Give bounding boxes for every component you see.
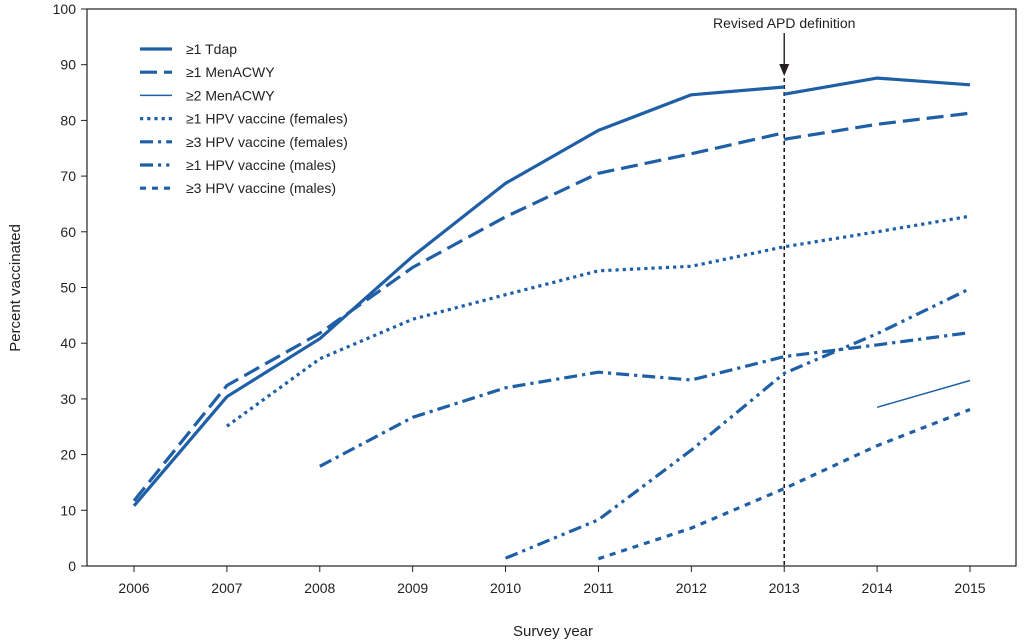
legend-item: ≥1 Tdap [140,41,237,57]
series-2 [132,111,971,502]
series-line [783,111,971,141]
series-4 [225,214,971,428]
x-axis-title: Survey year [513,623,593,640]
y-tick-label: 60 [60,224,76,240]
y-tick-label: 0 [68,558,76,574]
x-tick-label: 2013 [769,580,800,596]
legend-item: ≥3 HPV vaccine (males) [140,180,336,196]
x-tick-label: 2011 [583,580,613,596]
legend-label: ≥3 HPV vaccine (males) [186,180,336,196]
series-7 [597,408,971,561]
series-line [225,214,971,428]
legend-item: ≥2 MenACWY [140,87,275,103]
series-line [319,331,971,468]
legend-item: ≥1 HPV vaccine (males) [140,157,336,173]
x-tick-label: 2012 [676,580,707,596]
series-line [597,408,971,561]
legend-label: ≥2 MenACWY [186,87,275,103]
legend-label: ≥1 HPV vaccine (females) [186,111,348,127]
y-tick-label: 50 [60,280,76,296]
y-axis-title: Percent vaccinated [7,224,24,352]
series-1 [132,76,971,507]
y-tick-label: 10 [60,502,76,518]
legend-item: ≥3 HPV vaccine (females) [140,134,348,150]
legend-label: ≥3 HPV vaccine (females) [186,134,348,150]
legend: ≥1 Tdap ≥1 MenACWY ≥2 MenACWY ≥1 HPV vaccin… [140,41,348,196]
x-tick-label: 2010 [490,580,521,596]
axes: 0 10 20 30 40 50 60 70 80 90 100 2006 2007 2008 2009 20… [53,1,1017,596]
annotation: Revised APD definition [713,15,855,566]
y-tick-label: 70 [60,168,76,184]
x-tick-label: 2009 [397,580,428,596]
series-5 [319,331,971,468]
series-lines [132,76,971,561]
series-line [132,131,785,502]
y-tick-label: 20 [60,447,76,463]
y-tick-label: 100 [53,1,77,17]
legend-item: ≥1 HPV vaccine (females) [140,111,348,127]
y-tick-label: 40 [60,335,76,351]
x-tick-label: 2015 [954,580,985,596]
annotation-label: Revised APD definition [713,15,855,31]
x-tick-label: 2006 [118,580,149,596]
x-tick-label: 2014 [862,580,893,596]
legend-label: ≥1 MenACWY [186,64,275,80]
x-tick-label: 2007 [211,580,242,596]
series-3 [876,379,971,409]
series-6 [504,287,971,560]
annotation-arrowhead [779,64,790,76]
y-tick-label: 80 [60,112,76,128]
series-line [504,287,971,560]
series-line [783,76,971,96]
legend-label: ≥1 HPV vaccine (males) [186,157,336,173]
legend-label: ≥1 Tdap [186,41,237,57]
y-tick-label: 30 [60,391,76,407]
x-tick-label: 2008 [304,580,335,596]
legend-item: ≥1 MenACWY [140,64,275,80]
series-line [132,85,785,507]
y-tick-label: 90 [60,57,76,73]
series-line [876,379,971,409]
